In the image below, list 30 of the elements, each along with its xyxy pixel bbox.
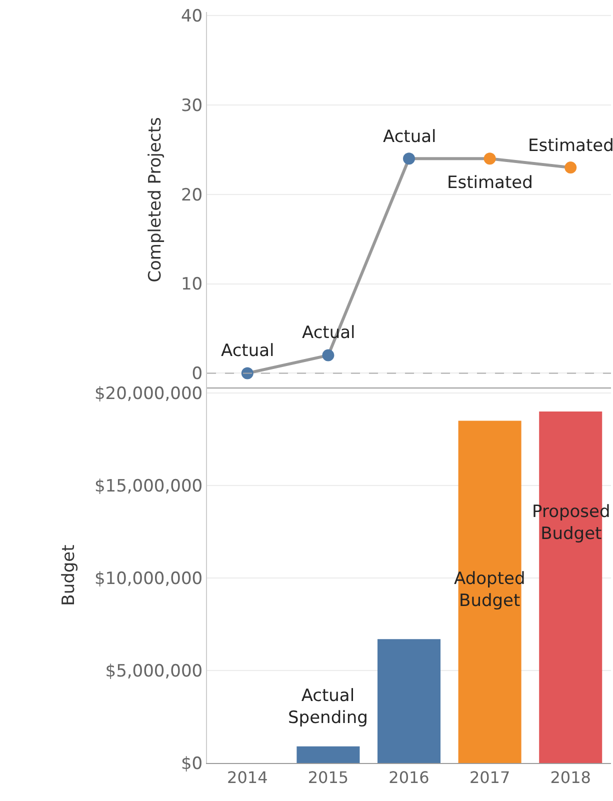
- x-tick-label: 2018: [550, 768, 591, 788]
- x-tick-label: 2016: [388, 768, 430, 788]
- annotation: Actual: [302, 323, 356, 343]
- y-tick-label: 10: [180, 274, 203, 295]
- y-tick-label: $20,000,000: [94, 384, 203, 404]
- bar: [296, 746, 360, 763]
- y-tick-label: 30: [180, 96, 203, 116]
- x-tick-label: 2015: [308, 768, 349, 788]
- point: [403, 152, 415, 165]
- annotation: Actual Spending: [288, 686, 368, 728]
- x-tick-label: 2014: [227, 768, 268, 788]
- y-tick-label: 40: [180, 6, 203, 27]
- annotation: Actual: [383, 127, 436, 147]
- point: [564, 162, 577, 174]
- annotation: Actual: [221, 341, 274, 361]
- point: [322, 349, 334, 362]
- point: [484, 152, 496, 165]
- y-tick-label: $5,000,000: [105, 661, 203, 682]
- y-axis-title: Completed Projects: [146, 117, 166, 282]
- y-tick-label: 20: [180, 185, 203, 206]
- y-tick-label: $15,000,000: [94, 476, 203, 496]
- y-tick-label: $0: [180, 754, 203, 774]
- y-tick-label: 0: [192, 364, 203, 384]
- point: [241, 367, 254, 380]
- annotation: Estimated: [447, 173, 533, 193]
- y-tick-label: $10,000,000: [94, 568, 203, 589]
- annotation: Estimated: [528, 136, 613, 156]
- y-axis-title: Budget: [58, 544, 79, 606]
- x-tick-label: 2017: [469, 768, 510, 788]
- bar: [377, 639, 441, 763]
